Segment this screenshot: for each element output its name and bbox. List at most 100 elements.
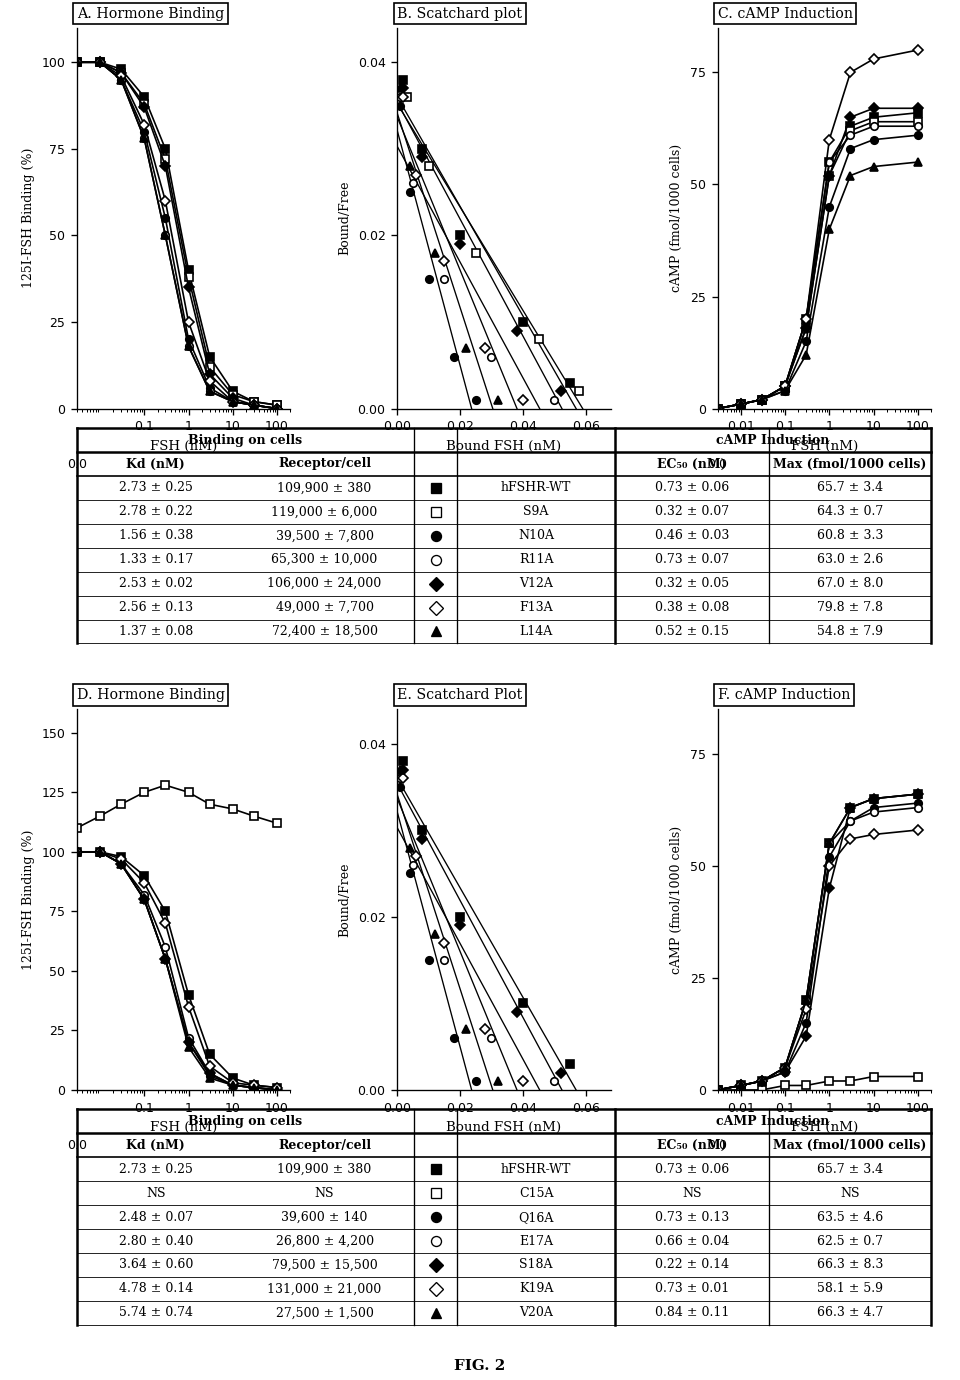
Text: 67.0 ± 8.0: 67.0 ± 8.0 <box>817 577 883 591</box>
Text: 49,000 ± 7,700: 49,000 ± 7,700 <box>276 602 373 614</box>
Text: 26,800 ± 4,200: 26,800 ± 4,200 <box>276 1235 373 1248</box>
Y-axis label: cAMP (fmol/1000 cells): cAMP (fmol/1000 cells) <box>670 144 684 293</box>
Text: 0.38 ± 0.08: 0.38 ± 0.08 <box>655 602 730 614</box>
Text: L14A: L14A <box>519 625 553 638</box>
Text: 0.32 ± 0.07: 0.32 ± 0.07 <box>655 505 729 519</box>
Y-axis label: Bound/Free: Bound/Free <box>338 862 350 937</box>
Text: hFSHR-WT: hFSHR-WT <box>501 1163 571 1176</box>
X-axis label: FSH (nM): FSH (nM) <box>150 440 217 453</box>
Text: Max (fmol/1000 cells): Max (fmol/1000 cells) <box>774 458 926 471</box>
Text: B. Scatchard plot: B. Scatchard plot <box>397 7 522 21</box>
Text: FIG. 2: FIG. 2 <box>454 1359 506 1373</box>
Text: 0.73 ± 0.06: 0.73 ± 0.06 <box>655 482 729 494</box>
Text: 2.56 ± 0.13: 2.56 ± 0.13 <box>119 602 193 614</box>
X-axis label: Bound FSH (nM): Bound FSH (nM) <box>446 1122 562 1134</box>
Text: 60.8 ± 3.3: 60.8 ± 3.3 <box>817 530 883 542</box>
Text: 0.0: 0.0 <box>67 1140 86 1152</box>
X-axis label: FSH (nM): FSH (nM) <box>150 1122 217 1134</box>
Text: 0.52 ± 0.15: 0.52 ± 0.15 <box>655 625 729 638</box>
Text: Max (fmol/1000 cells): Max (fmol/1000 cells) <box>774 1138 926 1152</box>
Y-axis label: 125I-FSH Binding (%): 125I-FSH Binding (%) <box>21 829 35 970</box>
Text: 39,600 ± 140: 39,600 ± 140 <box>281 1210 368 1224</box>
Text: 0.73 ± 0.07: 0.73 ± 0.07 <box>655 553 729 566</box>
Y-axis label: cAMP (fmol/1000 cells): cAMP (fmol/1000 cells) <box>670 825 684 973</box>
Text: 2.73 ± 0.25: 2.73 ± 0.25 <box>119 482 193 494</box>
Text: 0.0: 0.0 <box>708 1140 728 1152</box>
Text: 2.53 ± 0.02: 2.53 ± 0.02 <box>119 577 193 591</box>
Text: E. Scatchard Plot: E. Scatchard Plot <box>397 689 522 702</box>
Text: 2.78 ± 0.22: 2.78 ± 0.22 <box>119 505 193 519</box>
Text: K19A: K19A <box>518 1282 553 1296</box>
Text: Kd (nM): Kd (nM) <box>127 1138 185 1152</box>
Text: 0.73 ± 0.13: 0.73 ± 0.13 <box>655 1210 729 1224</box>
Text: NS: NS <box>315 1187 334 1199</box>
Text: 0.0: 0.0 <box>708 458 728 471</box>
Text: 65,300 ± 10,000: 65,300 ± 10,000 <box>272 553 377 566</box>
Text: Receptor/cell: Receptor/cell <box>278 458 372 471</box>
Text: 4.78 ± 0.14: 4.78 ± 0.14 <box>119 1282 193 1296</box>
Text: S9A: S9A <box>523 505 549 519</box>
Text: 58.1 ± 5.9: 58.1 ± 5.9 <box>817 1282 883 1296</box>
Text: Receptor/cell: Receptor/cell <box>278 1138 372 1152</box>
Text: C. cAMP Induction: C. cAMP Induction <box>717 7 852 21</box>
Text: 63.0 ± 2.6: 63.0 ± 2.6 <box>817 553 883 566</box>
Text: hFSHR-WT: hFSHR-WT <box>501 482 571 494</box>
Text: cAMP Induction: cAMP Induction <box>716 1115 829 1127</box>
Text: 79.8 ± 7.8: 79.8 ± 7.8 <box>817 602 883 614</box>
Text: N10A: N10A <box>518 530 554 542</box>
Text: 64.3 ± 0.7: 64.3 ± 0.7 <box>817 505 883 519</box>
Text: 0.46 ± 0.03: 0.46 ± 0.03 <box>655 530 730 542</box>
Text: EC₅₀ (nM): EC₅₀ (nM) <box>658 1138 727 1152</box>
Text: 65.7 ± 3.4: 65.7 ± 3.4 <box>817 1163 883 1176</box>
Text: 63.5 ± 4.6: 63.5 ± 4.6 <box>817 1210 883 1224</box>
X-axis label: FSH (nM): FSH (nM) <box>791 440 858 453</box>
Text: Q16A: Q16A <box>518 1210 554 1224</box>
Text: 79,500 ± 15,500: 79,500 ± 15,500 <box>272 1259 377 1271</box>
Text: 109,900 ± 380: 109,900 ± 380 <box>277 1163 372 1176</box>
Text: EC₅₀ (nM): EC₅₀ (nM) <box>658 458 727 471</box>
Text: V20A: V20A <box>519 1307 553 1319</box>
Text: F13A: F13A <box>519 602 553 614</box>
Text: V12A: V12A <box>519 577 553 591</box>
Text: S18A: S18A <box>519 1259 553 1271</box>
Text: 1.33 ± 0.17: 1.33 ± 0.17 <box>119 553 193 566</box>
Text: E17A: E17A <box>519 1235 553 1248</box>
Text: Binding on cells: Binding on cells <box>188 1115 302 1127</box>
Text: 1.56 ± 0.38: 1.56 ± 0.38 <box>119 530 193 542</box>
Text: 72,400 ± 18,500: 72,400 ± 18,500 <box>272 625 377 638</box>
Text: 66.3 ± 4.7: 66.3 ± 4.7 <box>817 1307 883 1319</box>
Text: 109,900 ± 380: 109,900 ± 380 <box>277 482 372 494</box>
Text: 27,500 ± 1,500: 27,500 ± 1,500 <box>276 1307 373 1319</box>
Text: A. Hormone Binding: A. Hormone Binding <box>77 7 224 21</box>
Text: C15A: C15A <box>518 1187 553 1199</box>
Text: D. Hormone Binding: D. Hormone Binding <box>77 689 225 702</box>
Text: NS: NS <box>146 1187 165 1199</box>
Text: cAMP Induction: cAMP Induction <box>716 433 829 447</box>
Text: 0.0: 0.0 <box>67 458 86 471</box>
Text: 54.8 ± 7.9: 54.8 ± 7.9 <box>817 625 883 638</box>
Text: 2.48 ± 0.07: 2.48 ± 0.07 <box>119 1210 193 1224</box>
Text: 106,000 ± 24,000: 106,000 ± 24,000 <box>268 577 382 591</box>
Text: 1.37 ± 0.08: 1.37 ± 0.08 <box>119 625 193 638</box>
X-axis label: Bound FSH (nM): Bound FSH (nM) <box>446 440 562 453</box>
Text: NS: NS <box>840 1187 860 1199</box>
Text: 0.73 ± 0.01: 0.73 ± 0.01 <box>655 1282 729 1296</box>
Text: NS: NS <box>683 1187 702 1199</box>
Text: 5.74 ± 0.74: 5.74 ± 0.74 <box>119 1307 193 1319</box>
Y-axis label: Bound/Free: Bound/Free <box>338 181 350 255</box>
Y-axis label: 125I-FSH Binding (%): 125I-FSH Binding (%) <box>21 148 35 288</box>
Text: 2.80 ± 0.40: 2.80 ± 0.40 <box>119 1235 193 1248</box>
Text: R11A: R11A <box>518 553 553 566</box>
X-axis label: FSH (nM): FSH (nM) <box>791 1122 858 1134</box>
Text: 0.66 ± 0.04: 0.66 ± 0.04 <box>655 1235 730 1248</box>
Text: Binding on cells: Binding on cells <box>188 433 302 447</box>
Text: F. cAMP Induction: F. cAMP Induction <box>717 689 850 702</box>
Text: 3.64 ± 0.60: 3.64 ± 0.60 <box>119 1259 193 1271</box>
Text: Kd (nM): Kd (nM) <box>127 458 185 471</box>
Text: 0.73 ± 0.06: 0.73 ± 0.06 <box>655 1163 729 1176</box>
Text: 0.22 ± 0.14: 0.22 ± 0.14 <box>655 1259 729 1271</box>
Text: 62.5 ± 0.7: 62.5 ± 0.7 <box>817 1235 883 1248</box>
Text: 65.7 ± 3.4: 65.7 ± 3.4 <box>817 482 883 494</box>
Text: 119,000 ± 6,000: 119,000 ± 6,000 <box>272 505 377 519</box>
Text: 66.3 ± 8.3: 66.3 ± 8.3 <box>817 1259 883 1271</box>
